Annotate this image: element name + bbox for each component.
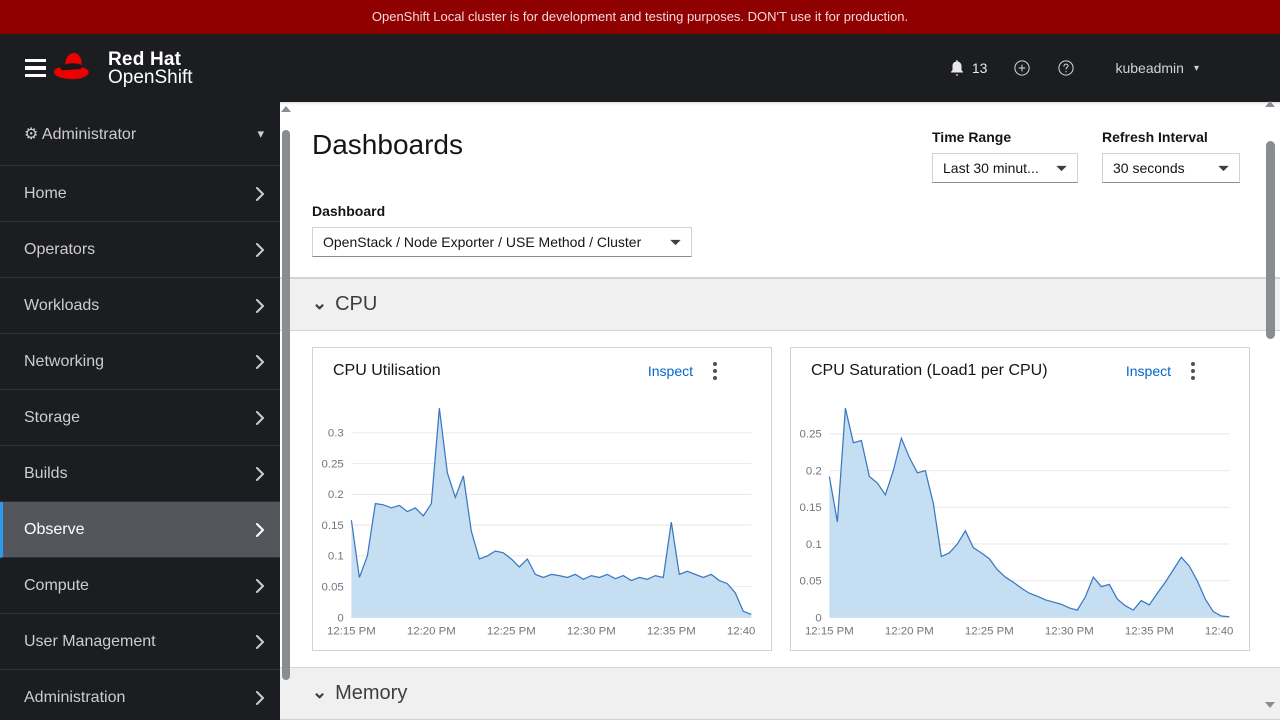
svg-text:12:20 PM: 12:20 PM — [407, 626, 456, 638]
svg-text:12:25 PM: 12:25 PM — [965, 626, 1014, 638]
svg-text:12:40 PM: 12:40 PM — [727, 626, 757, 638]
svg-text:0.1: 0.1 — [328, 551, 344, 563]
svg-text:0: 0 — [815, 612, 821, 624]
svg-text:12:25 PM: 12:25 PM — [487, 626, 536, 638]
svg-text:0.25: 0.25 — [800, 429, 822, 441]
svg-text:0: 0 — [337, 612, 343, 624]
svg-text:0.15: 0.15 — [800, 502, 822, 514]
svg-text:0.05: 0.05 — [800, 576, 822, 588]
svg-text:0.2: 0.2 — [806, 465, 822, 477]
svg-text:0.15: 0.15 — [322, 520, 344, 532]
svg-text:12:40 PM: 12:40 PM — [1205, 626, 1235, 638]
svg-text:12:30 PM: 12:30 PM — [1045, 626, 1094, 638]
svg-text:12:35 PM: 12:35 PM — [647, 626, 696, 638]
svg-text:0.05: 0.05 — [322, 581, 344, 593]
svg-text:0.25: 0.25 — [322, 458, 344, 470]
svg-text:12:30 PM: 12:30 PM — [567, 626, 616, 638]
svg-text:0.2: 0.2 — [328, 489, 344, 501]
svg-text:12:20 PM: 12:20 PM — [885, 626, 934, 638]
svg-text:0.1: 0.1 — [806, 539, 822, 551]
svg-text:12:15 PM: 12:15 PM — [327, 626, 376, 638]
svg-text:12:15 PM: 12:15 PM — [805, 626, 854, 638]
svg-text:12:35 PM: 12:35 PM — [1125, 626, 1174, 638]
svg-text:0.3: 0.3 — [328, 428, 344, 440]
